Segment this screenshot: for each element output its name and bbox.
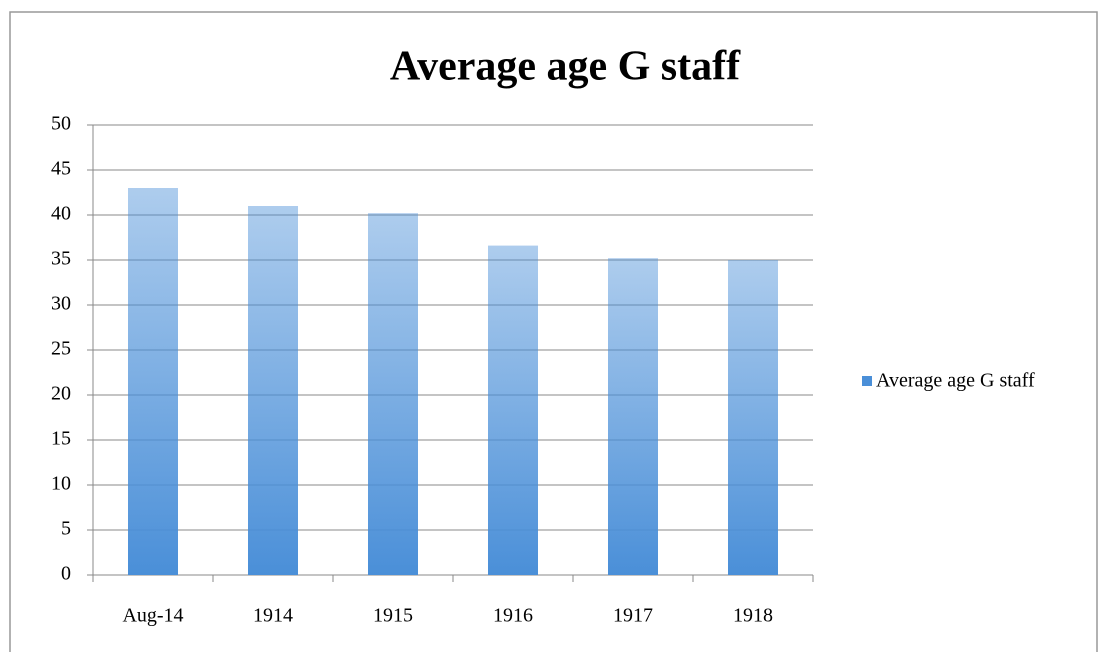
y-tick-label: 50 — [51, 113, 71, 135]
y-tick-label: 45 — [51, 158, 71, 180]
y-tick-label: 40 — [51, 203, 71, 225]
x-tick-label: 1917 — [613, 605, 653, 627]
bar — [368, 213, 418, 575]
legend-swatch — [862, 376, 872, 386]
x-tick-label: 1914 — [253, 605, 293, 627]
chart-frame — [9, 11, 1098, 652]
bar — [128, 188, 178, 575]
legend-label: Average age G staff — [876, 370, 1035, 392]
x-tick-label: Aug-14 — [122, 605, 183, 627]
bar — [248, 206, 298, 575]
y-tick-label: 10 — [51, 473, 71, 495]
x-tick-label: 1916 — [493, 605, 533, 627]
bar — [728, 260, 778, 575]
bar — [608, 258, 658, 575]
x-tick-label: 1915 — [373, 605, 413, 627]
x-tick-label: 1918 — [733, 605, 773, 627]
y-tick-label: 35 — [51, 248, 71, 270]
y-tick-label: 25 — [51, 338, 71, 360]
y-tick-label: 15 — [51, 428, 71, 450]
bar — [488, 245, 538, 575]
y-tick-label: 20 — [51, 383, 71, 405]
y-tick-label: 5 — [61, 518, 71, 540]
y-tick-label: 30 — [51, 293, 71, 315]
chart-title: Average age G staff — [390, 44, 741, 90]
y-tick-label: 0 — [61, 563, 71, 585]
